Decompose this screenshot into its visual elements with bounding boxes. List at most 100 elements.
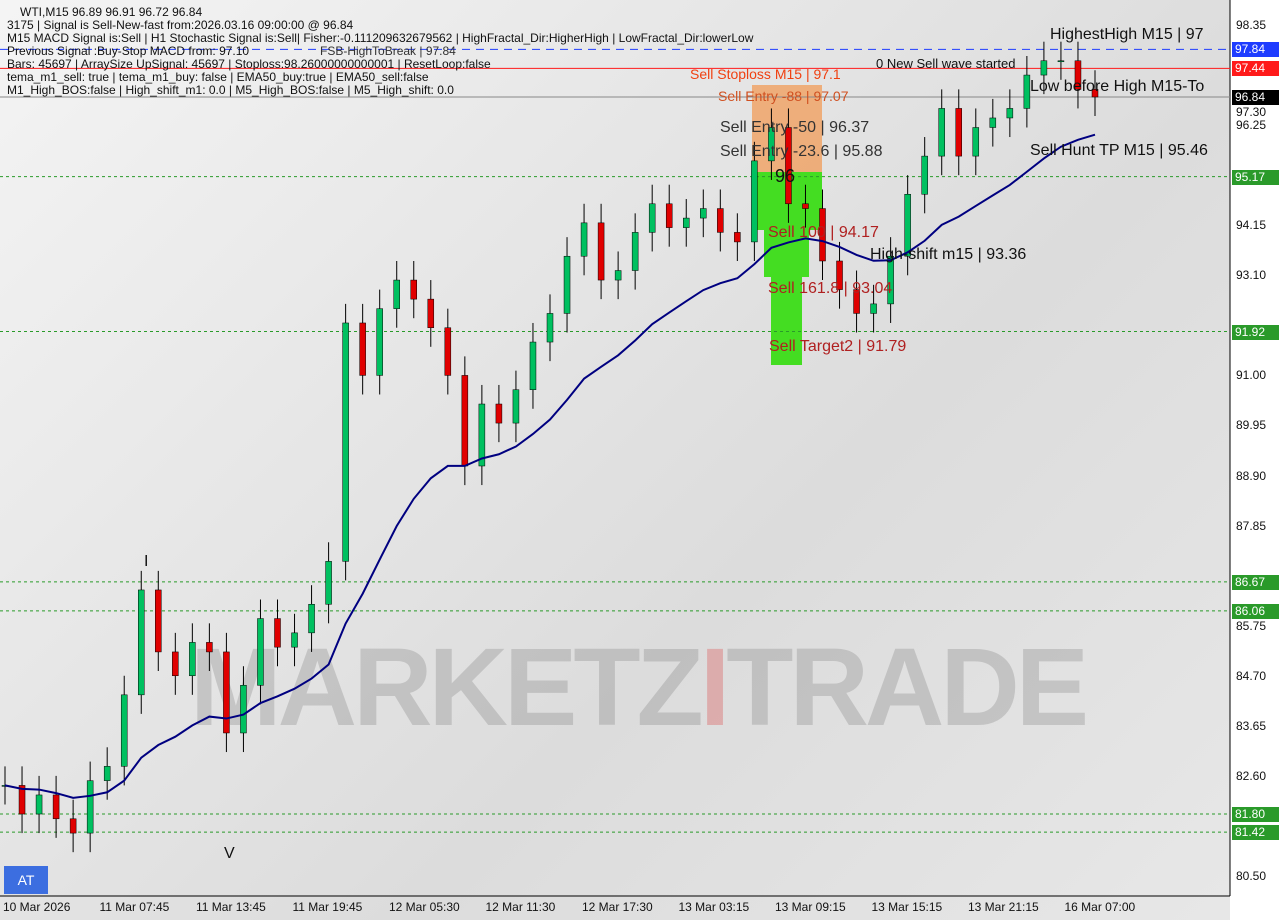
y-tick-label: 87.85 <box>1236 518 1267 533</box>
info-line: M1_High_BOS:false | High_shift_m1: 0.0 |… <box>7 83 454 97</box>
x-tick-label: 12 Mar 05:30 <box>389 900 460 914</box>
y-tick-label: 93.10 <box>1236 268 1267 283</box>
y-tick-label: 91.00 <box>1236 368 1267 383</box>
candle <box>836 260 843 290</box>
y-tick-label: 89.95 <box>1236 418 1267 433</box>
price-level-label: 86.06 <box>1232 603 1279 619</box>
candle <box>1006 108 1014 119</box>
x-tick-label: 13 Mar 21:15 <box>968 900 1039 914</box>
low-before-high-label: Low before High M15-To <box>1030 78 1205 95</box>
y-tick-label: 82.60 <box>1236 768 1267 783</box>
sell-entry-88-label: Sell Entry -88 | 97.07 <box>718 88 849 104</box>
candle <box>52 794 60 820</box>
price-level-label: 95.17 <box>1232 169 1279 185</box>
sell-target2-label: Sell Target2 | 91.79 <box>769 338 907 355</box>
x-tick-label: 13 Mar 15:15 <box>871 900 943 914</box>
candle <box>614 270 622 281</box>
info-line: Bars: 45697 | ArraySize UpSignal: 45697 … <box>7 57 491 71</box>
candle <box>972 127 980 157</box>
candle <box>291 632 298 648</box>
x-tick-label: 10 Mar 2026 <box>3 900 71 914</box>
candle <box>240 685 247 734</box>
sell-target-zone <box>771 277 802 365</box>
candle <box>393 279 400 309</box>
candle <box>512 389 520 424</box>
sell-stoploss-label: Sell Stoploss M15 | 97.1 <box>690 66 841 82</box>
candle <box>802 203 809 209</box>
candle <box>648 203 656 233</box>
highest-high-label: HighestHigh M15 | 97 <box>1050 26 1204 43</box>
candle <box>1091 89 1099 98</box>
x-tick-label: 12 Mar 17:30 <box>582 900 653 914</box>
candle <box>69 818 77 834</box>
candle <box>206 642 213 653</box>
candle <box>138 589 145 696</box>
price-level-label: 86.67 <box>1232 574 1279 590</box>
x-tick-label: 11 Mar 07:45 <box>99 900 170 914</box>
y-tick-label: 94.15 <box>1236 218 1267 233</box>
candle <box>376 308 383 376</box>
x-tick-label: 12 Mar 11:30 <box>485 900 556 914</box>
fsb-label: FSB-HighToBreak | 97.84 <box>320 44 456 58</box>
y-tick-label: 83.65 <box>1236 718 1267 733</box>
autotrade-badge[interactable]: AT <box>4 866 48 894</box>
high-shift-label: High-shift m15 | 93.36 <box>870 246 1027 263</box>
candle <box>529 341 537 390</box>
candle <box>342 322 349 562</box>
candle <box>359 322 366 376</box>
candle <box>444 327 452 376</box>
candle <box>274 618 281 648</box>
sell-entry-50-label: Sell Entry -50 | 96.37 <box>720 119 870 136</box>
candle <box>819 208 826 262</box>
y-tick-label: 80.50 <box>1236 869 1267 883</box>
candle <box>257 618 264 686</box>
sell-target-zone <box>764 230 809 277</box>
wave-number: 96 <box>775 166 796 186</box>
candle <box>751 160 758 243</box>
ema50-line <box>4 133 1096 799</box>
candle <box>461 375 469 467</box>
wave-i-mark: I <box>144 553 149 570</box>
wave-v-mark: V <box>224 845 235 862</box>
candle <box>665 203 673 228</box>
sell-entry-236-label: Sell Entry -23.6 | 95.88 <box>720 143 883 160</box>
candle <box>700 208 707 219</box>
candle <box>1074 60 1082 90</box>
price-level-label: 97.84 <box>1232 42 1279 58</box>
candle <box>189 642 196 677</box>
info-line: 3175 | Signal is Sell-New-fast from:2026… <box>7 18 354 32</box>
candle <box>853 289 860 314</box>
info-line: M15 MACD Signal is:Sell | H1 Stochastic … <box>7 31 754 45</box>
info-line: tema_m1_sell: true | tema_m1_buy: false … <box>7 70 429 84</box>
y-tick-label: 88.90 <box>1236 468 1267 483</box>
sell-100-label: Sell 100 | 94.17 <box>768 224 879 241</box>
y-tick-label: 85.75 <box>1236 618 1267 633</box>
candle <box>103 766 111 781</box>
price-level-label: 91.92 <box>1232 324 1279 340</box>
x-tick-label: 13 Mar 09:15 <box>775 900 846 914</box>
candle <box>120 694 128 767</box>
candle <box>1057 60 1065 63</box>
price-axis <box>1230 0 1280 920</box>
candle <box>955 108 962 157</box>
candle <box>172 651 179 677</box>
candle <box>734 232 741 243</box>
candle <box>887 255 894 305</box>
candle <box>921 155 928 195</box>
candle <box>155 589 162 653</box>
candle <box>410 279 417 300</box>
new-sell-label: 0 New Sell wave started <box>876 56 1016 71</box>
candle <box>223 651 230 734</box>
candle <box>785 127 792 205</box>
x-tick-label: 16 Mar 07:00 <box>1064 900 1136 914</box>
symbol-ohlc: WTI,M15 96.89 96.91 96.72 96.84 <box>20 5 203 19</box>
candle <box>427 298 435 328</box>
candle <box>563 255 571 314</box>
y-tick-label: 96.25 <box>1236 118 1267 133</box>
y-tick-label: 98.35 <box>1236 18 1267 32</box>
candle <box>870 303 877 314</box>
candle <box>86 780 94 834</box>
x-tick-label: 13 Mar 03:15 <box>678 900 750 914</box>
